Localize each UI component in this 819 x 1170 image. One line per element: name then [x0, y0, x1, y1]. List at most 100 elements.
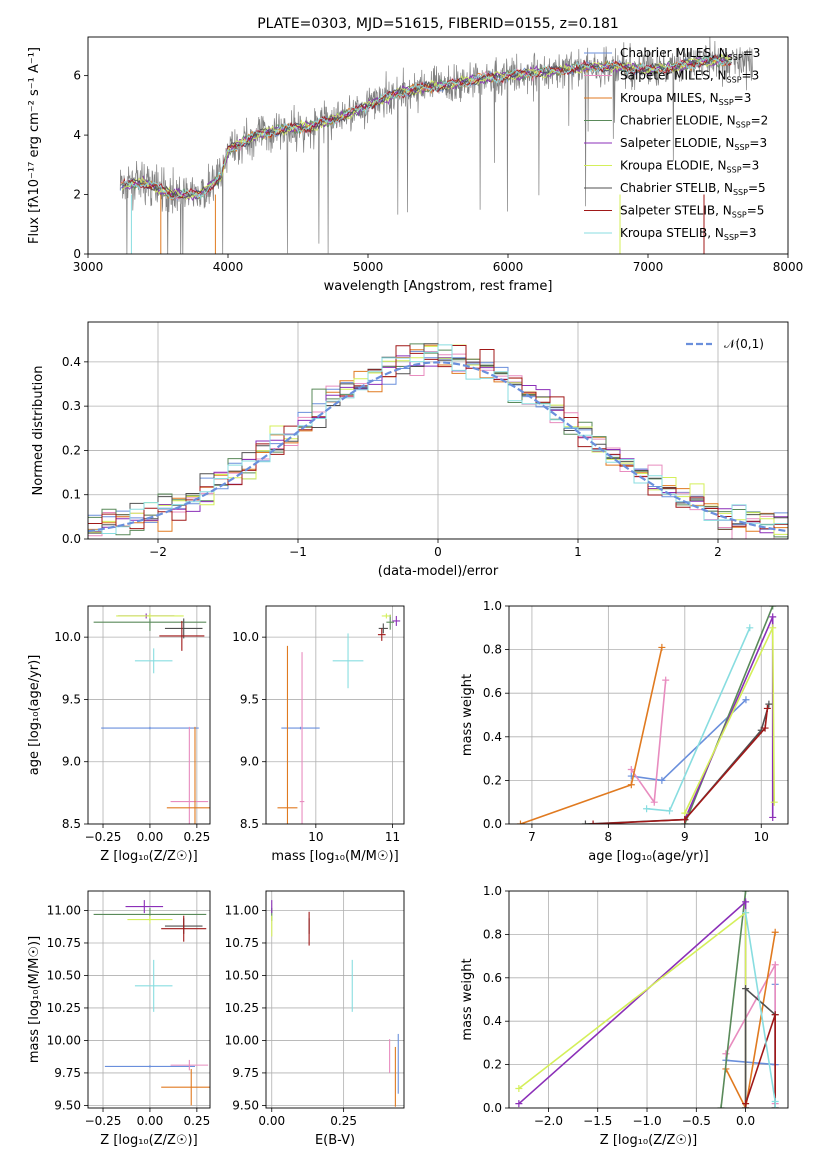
x-tick-label: 0.00	[258, 1114, 285, 1128]
legend-sub: SSP	[733, 188, 748, 197]
x-tick-label: 0.25	[330, 1114, 357, 1128]
x-tick-label: −2.0	[534, 1114, 563, 1128]
errorbar-2	[161, 1069, 210, 1106]
legend-name: Salpeter ELODIE, N	[620, 136, 734, 150]
weight-line-7	[744, 1014, 776, 1108]
weight-line-2	[725, 932, 776, 1108]
x-tick-label: 0	[434, 545, 442, 559]
x-axis-label: Z [log₁₀(Z/Z☉)]	[100, 1133, 197, 1148]
chart-spectrum: 3000 4000 5000 6000 7000 8000 0 2 4 6 wavelength […	[27, 16, 803, 294]
plot-area	[119, 37, 754, 254]
y-tick-label: 0.0	[62, 532, 81, 546]
y-tick-label: 11.00	[47, 903, 81, 917]
y-tick-label: 9.75	[232, 1066, 259, 1080]
weight-marker	[742, 909, 750, 917]
axes-frame	[87, 890, 211, 1109]
x-tick-label: 11	[385, 830, 400, 844]
errorbar-7	[377, 628, 386, 641]
y-tick-label: 0.2	[483, 1058, 502, 1072]
axes-frame	[87, 321, 789, 540]
legend-entry: 𝒩(0,1)	[724, 337, 764, 351]
y-tick-label: 10.00	[47, 1033, 81, 1047]
legend-suffix: =3	[743, 46, 761, 60]
x-tick-label: 0.00	[137, 1114, 164, 1128]
y-tick-label: 10.50	[225, 968, 259, 982]
y-axis-label: mass weight	[460, 958, 475, 1040]
x-tick-label: −1	[289, 545, 307, 559]
weight-line-5	[518, 911, 747, 1108]
legend-suffix: =5	[748, 181, 766, 195]
legend-name: Salpeter MILES, N	[620, 69, 727, 83]
model-spectrum-7	[122, 55, 732, 199]
y-tick-label: 0.3	[62, 399, 81, 413]
weight-marker	[770, 798, 778, 806]
y-tick-label: 10.00	[225, 1033, 259, 1047]
legend-suffix: =3	[739, 226, 757, 240]
weight-marker	[771, 928, 779, 936]
chart-mass-weight-vs-z: −2.0 −1.5 −1.0 −0.5 0.0 0.0 0.2 0.4 0.6 0.8 1.0 Z […	[460, 884, 789, 1148]
weight-marker	[771, 1011, 779, 1019]
errorbar-5	[116, 613, 184, 619]
errorbar-6	[164, 618, 203, 639]
y-tick-label: 9.0	[240, 755, 259, 769]
y-axis-label: Flux [fλ10⁻¹⁷ erg cm⁻² s⁻¹ A⁻¹]	[27, 47, 42, 244]
y-tick-label: 0.1	[62, 488, 81, 502]
x-tick-label: −1.5	[583, 1114, 612, 1128]
errorbar-0	[101, 726, 199, 730]
weight-marker	[650, 798, 658, 806]
chart-residuals: −2 −1 0 1 2 0.0 0.1 0.2 0.3 0.4 (data-model)/error…	[31, 321, 789, 579]
weight-line-3	[684, 606, 774, 824]
y-tick-label: 0.4	[483, 730, 502, 744]
errorbar-2	[166, 726, 210, 824]
x-tick-label: 0.00	[137, 830, 164, 844]
y-tick-label: 10.0	[54, 630, 81, 644]
x-tick-label: 7000	[633, 260, 664, 274]
errorbar-7	[161, 915, 207, 942]
y-tick-label: 11.00	[225, 903, 259, 917]
axes-frame	[508, 605, 789, 825]
x-tick-label: −1.0	[632, 1114, 661, 1128]
model-spectrum-8	[123, 56, 733, 200]
x-axis-label: wavelength [Angstrom, rest frame]	[324, 279, 553, 294]
errorbar-4	[125, 900, 164, 914]
x-axis-label: age [log₁₀(age/yr)]	[588, 849, 709, 864]
weight-marker	[658, 643, 666, 651]
weight-marker	[666, 807, 674, 815]
weight-line-3	[720, 891, 747, 1108]
weight-marker	[643, 805, 651, 813]
legend-entry: Salpeter ELODIE, NSSP=3	[620, 136, 767, 152]
weight-line-7	[593, 708, 769, 824]
axes-frame	[265, 890, 405, 1109]
y-axis-label: mass [log₁₀(M/M☉)]	[27, 936, 42, 1063]
x-tick-label: 10	[308, 830, 323, 844]
weight-marker	[765, 700, 773, 708]
weight-marker	[627, 766, 635, 773]
chart-title: PLATE=0303, MJD=51615, FIBERID=0155, z=0…	[257, 16, 619, 32]
legend-sub: SSP	[734, 143, 749, 152]
weight-marker	[581, 820, 589, 824]
axes-frame	[87, 36, 789, 255]
y-tick-label: 9.50	[232, 1098, 259, 1112]
weight-marker	[761, 724, 769, 732]
y-tick-label: 2	[73, 188, 81, 202]
weight-marker	[746, 624, 754, 632]
weight-marker	[742, 985, 750, 993]
y-axis-label: Normed distribution	[31, 366, 46, 496]
y-tick-label: 8.5	[240, 817, 259, 831]
plot-area	[266, 891, 404, 1108]
x-tick-label: 10	[754, 830, 769, 844]
weight-marker	[627, 781, 635, 789]
x-axis-label: mass [log₁₀(M/M☉)]	[271, 849, 398, 864]
legend-entry: Kroupa MILES, NSSP=3	[620, 91, 751, 107]
x-axis-label: E(B-V)	[315, 1133, 355, 1148]
weight-marker	[771, 1104, 779, 1108]
y-tick-label: 9.5	[240, 692, 259, 706]
chart-age-vs-mass: 10 11 8.5 9.0 9.5 10.0 mass [log₁₀(M/M☉)]	[232, 605, 405, 864]
legend-sub: SSP	[728, 53, 743, 62]
legend-suffix: =3	[742, 159, 760, 173]
y-tick-label: 10.0	[232, 630, 259, 644]
x-tick-label: 3000	[73, 260, 104, 274]
y-tick-label: 0.8	[483, 643, 502, 657]
chart-mass-vs-z: −0.25 0.00 0.25 9.50 9.75 10.00 10.25 10.50 10.7…	[27, 890, 211, 1148]
axes-frame	[265, 605, 405, 825]
